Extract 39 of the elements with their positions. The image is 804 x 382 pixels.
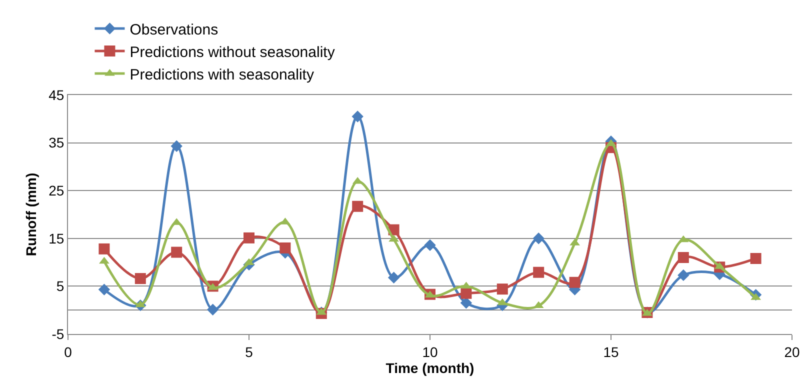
point xyxy=(171,246,182,258)
point xyxy=(134,273,146,284)
point xyxy=(99,256,110,264)
y-axis-title: Runoff (mm) xyxy=(23,172,40,256)
point xyxy=(532,232,544,244)
legend-label: Predictions with seasonality xyxy=(130,66,314,84)
y-tick-label: 45 xyxy=(48,86,64,103)
point xyxy=(98,284,110,296)
legend-label: Observations xyxy=(130,21,218,38)
point xyxy=(460,288,472,299)
x-tick-label: 10 xyxy=(422,344,438,360)
y-tick-label: 5 xyxy=(56,278,64,294)
point xyxy=(678,252,689,264)
point xyxy=(280,242,291,254)
y-tick-label: 35 xyxy=(48,134,64,151)
point xyxy=(496,284,508,295)
x-tick-label: 5 xyxy=(245,344,254,360)
y-tick-label: 25 xyxy=(48,182,64,198)
point xyxy=(352,110,364,122)
y-tick-label: 15 xyxy=(48,230,64,246)
point xyxy=(460,297,472,309)
point xyxy=(98,243,110,254)
point xyxy=(750,252,762,264)
point xyxy=(424,239,436,251)
point xyxy=(206,304,219,316)
point xyxy=(678,269,690,282)
point xyxy=(388,234,399,242)
point xyxy=(569,276,580,288)
point xyxy=(533,266,544,278)
point xyxy=(388,272,400,284)
x-tick-label: 20 xyxy=(784,344,800,360)
x-tick-label: 0 xyxy=(64,344,72,360)
point xyxy=(244,232,254,244)
legend-label: Predictions without seasonality xyxy=(130,44,336,61)
y-tick-label: -5 xyxy=(52,326,64,342)
x-tick-label: 15 xyxy=(603,344,619,360)
point xyxy=(170,140,182,152)
point xyxy=(352,200,364,212)
x-axis-title: Time (month) xyxy=(386,360,474,376)
